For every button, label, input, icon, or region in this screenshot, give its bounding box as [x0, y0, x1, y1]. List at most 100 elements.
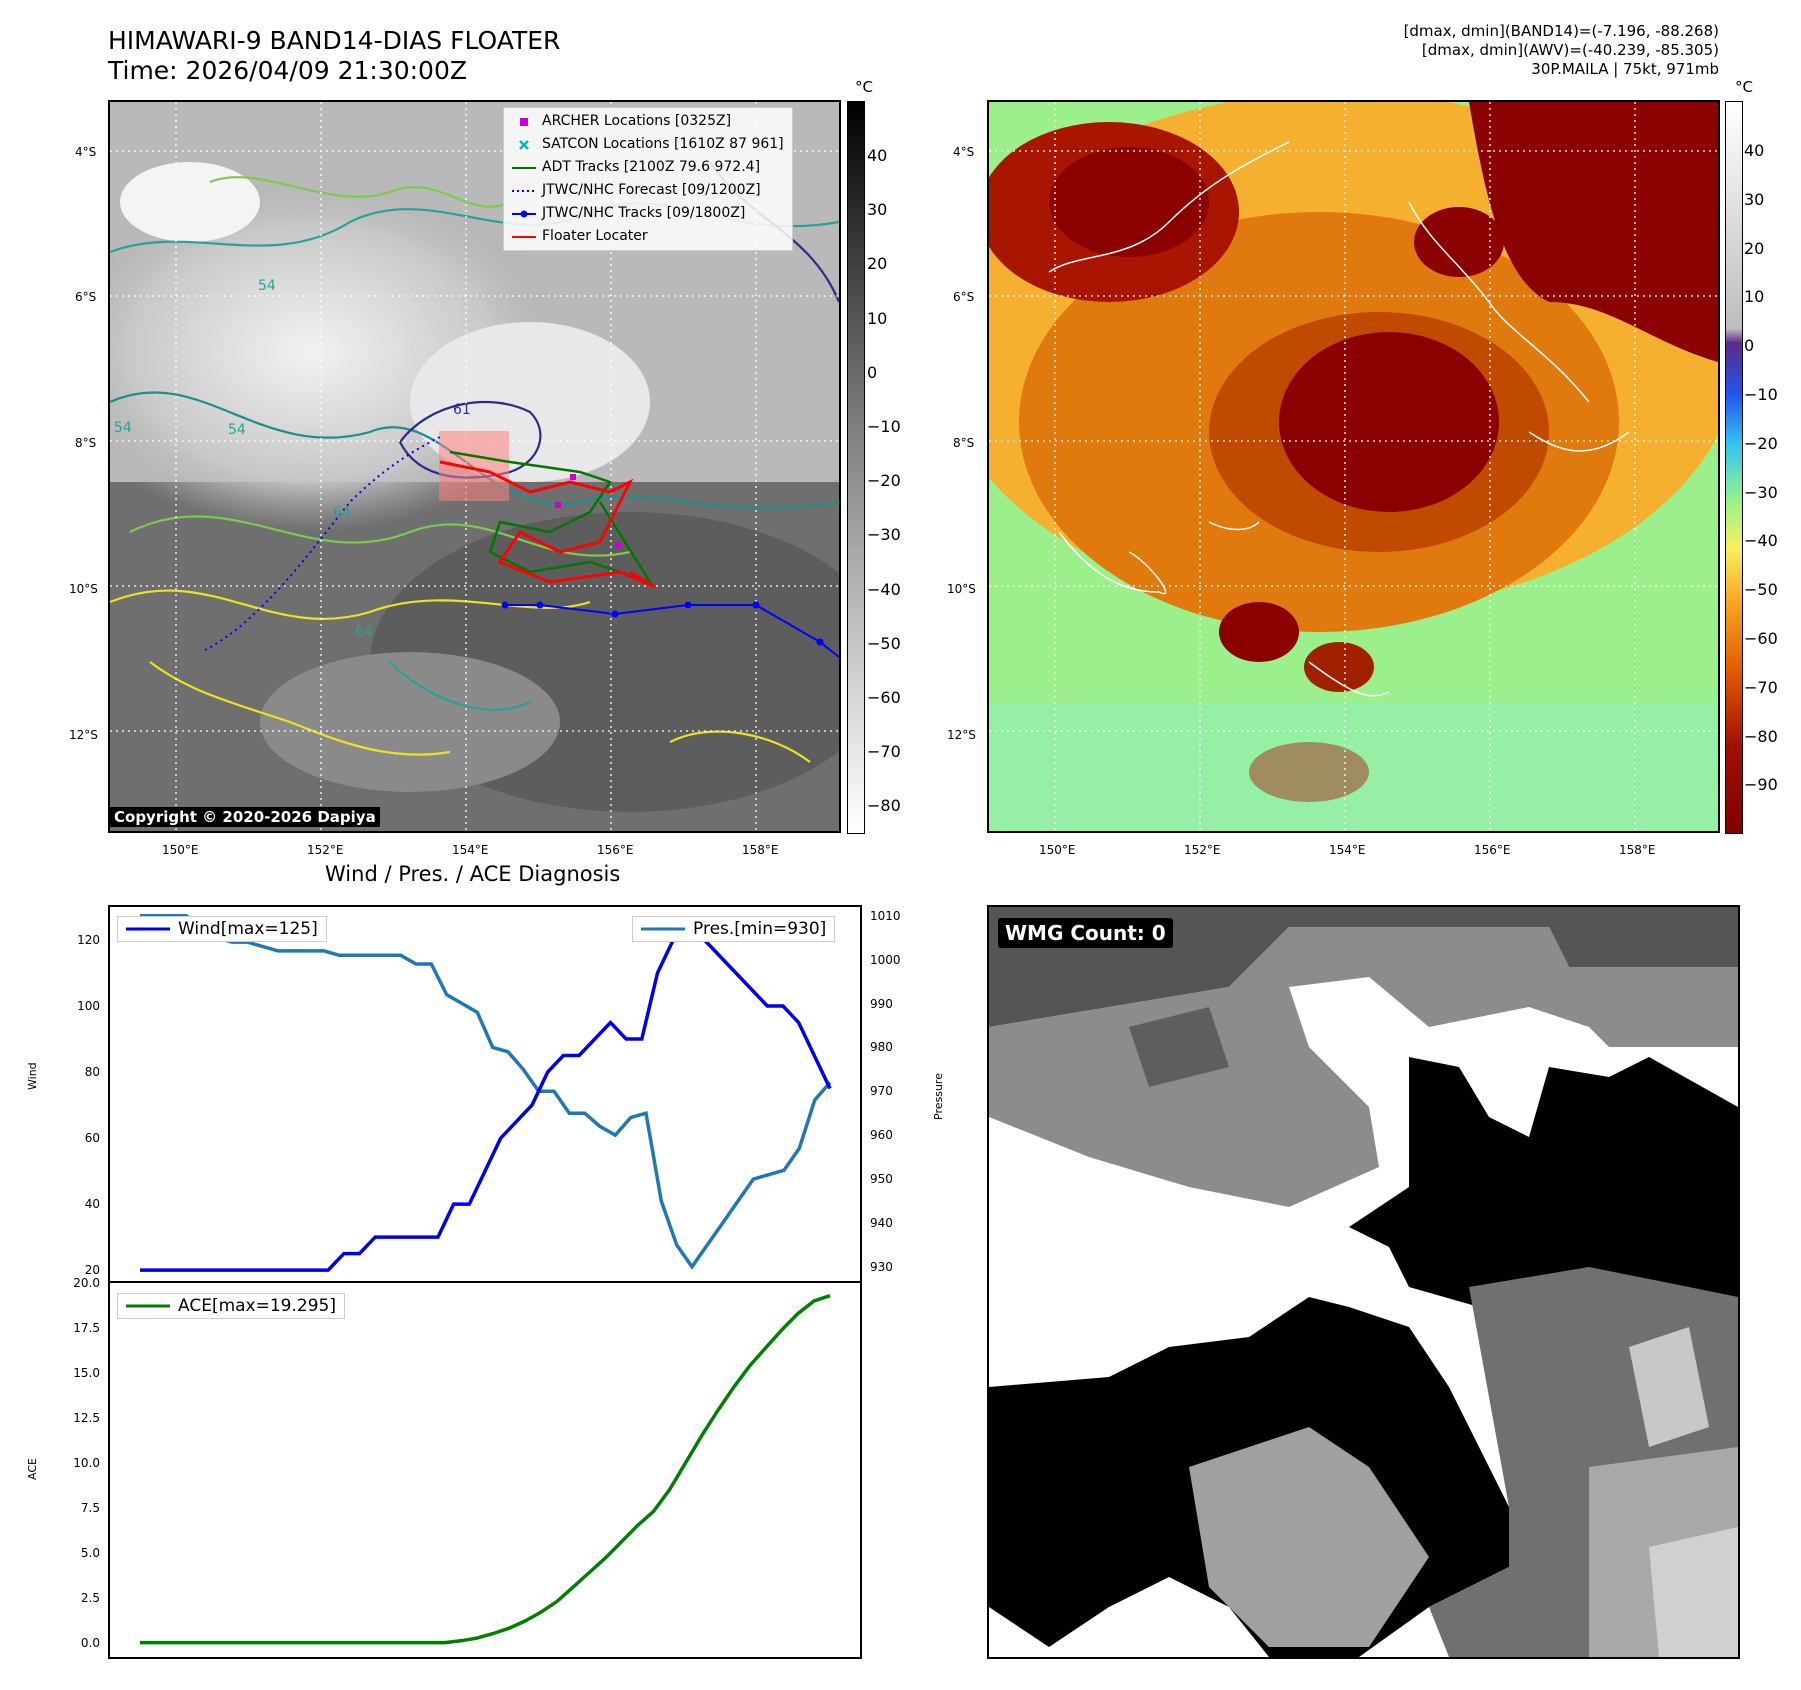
title-product: HIMAWARI-9 BAND14-DIAS FLOATER [108, 26, 561, 55]
colorbar-tick-label: 0 [867, 362, 878, 382]
lat-label: 10°S [947, 582, 976, 596]
axis-tick-label: 7.5 [80, 1500, 100, 1515]
axis-tick-label: 20.0 [73, 1276, 100, 1290]
ace-plot [140, 1294, 831, 1645]
colorbar-tick-label: −60 [1744, 629, 1778, 648]
colorbar-gray [847, 101, 865, 834]
awv-range: [dmax, dmin](AWV)=(-40.239, -85.305) [1421, 41, 1719, 59]
colorbar-tick-label: −40 [1744, 531, 1778, 551]
wmg-image [989, 907, 1738, 1657]
ir-map-panel [108, 100, 841, 833]
awv-map-image [989, 102, 1718, 831]
legend-item: Floater Locater [512, 225, 784, 248]
copyright-badge: Copyright © 2020-2026 Dapiya [110, 807, 380, 827]
pressure-axis-label: Pressure [932, 1073, 945, 1120]
colorbar-awv [1725, 101, 1743, 834]
colorbar-tick-label: −80 [1744, 726, 1778, 746]
line-icon [126, 927, 170, 931]
legend-item: ARCHER Locations [0325Z] [512, 110, 784, 133]
axis-tick-label: 0.0 [80, 1635, 100, 1650]
contour-label: 54 [258, 278, 276, 294]
colorbar-tick-label: 10 [867, 308, 888, 328]
lon-label: 154°E [452, 843, 489, 857]
axis-tick-label: 5.0 [80, 1545, 100, 1560]
axis-tick-label: 930 [870, 1259, 893, 1274]
legend-label: Floater Locater [542, 228, 648, 244]
ace-series-line [140, 1294, 831, 1645]
axis-tick-label: 12.5 [73, 1410, 100, 1425]
lon-label: 152°E [307, 843, 344, 857]
contour-label: 64 [355, 624, 373, 640]
legend-label: SATCON Locations [1610Z 87 961] [542, 136, 784, 152]
line-dot-icon [512, 210, 536, 217]
contour-label: 54 [114, 420, 132, 436]
ir-map-image [110, 102, 839, 831]
axis-tick-label: 100 [77, 999, 100, 1013]
wind-axis-label: Wind [26, 1062, 39, 1090]
lat-label: 4°S [75, 145, 97, 159]
axis-tick-label: 960 [870, 1128, 893, 1143]
storm-summary: 30P.MAILA | 75kt, 971mb [1531, 60, 1719, 78]
map-legend: ARCHER Locations [0325Z] SATCON Location… [503, 107, 793, 251]
contour-label: 64 [333, 505, 351, 521]
line-icon [512, 166, 536, 169]
lat-label: 12°S [69, 728, 98, 742]
legend-item: JTWC/NHC Tracks [09/1800Z] [512, 202, 784, 225]
colorbar-tick-label: −50 [1744, 580, 1778, 600]
legend-label: JTWC/NHC Forecast [09/1200Z] [542, 182, 761, 198]
axis-tick-label: 17.5 [73, 1321, 100, 1335]
axis-tick-label: 80 [84, 1065, 100, 1079]
wind-series-line [140, 920, 832, 1272]
axis-tick-label: 10.0 [73, 1455, 100, 1470]
contour-label: 61 [453, 402, 471, 418]
x-marker-icon [519, 139, 529, 150]
lon-label: 158°E [742, 843, 779, 857]
colorbar-tick-label: −80 [867, 796, 901, 816]
axis-tick-label: 950 [870, 1172, 893, 1187]
colorbar-tick-label: 40 [867, 146, 888, 165]
colorbar-tick-label: −30 [867, 525, 901, 545]
lon-label: 154°E [1329, 843, 1366, 857]
legend-label: JTWC/NHC Tracks [09/1800Z] [542, 205, 746, 221]
axis-tick-label: 2.5 [80, 1590, 100, 1605]
colorbar-tick-label: −90 [1744, 775, 1778, 795]
wmg-panel [987, 905, 1740, 1659]
colorbar-tick-label: −40 [867, 579, 901, 599]
colorbar-tick-label: 10 [1744, 287, 1765, 307]
line-icon [512, 235, 536, 238]
axis-tick-label: 1000 [870, 952, 901, 967]
colorbar-tick-label: −20 [867, 471, 901, 491]
legend-item: ADT Tracks [2100Z 79.6 972.4] [512, 156, 784, 179]
colorbar-tick-label: 30 [867, 200, 888, 220]
axis-tick-label: 940 [870, 1216, 893, 1230]
legend-item: JTWC/NHC Forecast [09/1200Z] [512, 179, 784, 202]
wind-legend: Wind[max=125] [117, 916, 327, 942]
line-icon [126, 1304, 170, 1308]
ace-axis-label: ACE [26, 1458, 39, 1480]
title-time: Time: 2026/04/09 21:30:00Z [108, 56, 467, 85]
lon-label: 156°E [597, 843, 634, 857]
colorbar-tick-label: 20 [867, 254, 888, 274]
diagnosis-title: Wind / Pres. / ACE Diagnosis [325, 862, 621, 886]
lat-label: 6°S [953, 290, 975, 304]
legend-label: ARCHER Locations [0325Z] [542, 113, 732, 129]
colorbar-tick-label: −50 [867, 633, 901, 653]
wind-pressure-panel [108, 905, 862, 1282]
axis-tick-label: 1010 [870, 908, 901, 923]
lat-label: 4°S [953, 145, 975, 159]
lon-label: 150°E [162, 843, 199, 857]
wmg-count-badge: WMG Count: 0 [998, 918, 1173, 948]
axis-tick-label: 970 [870, 1084, 893, 1099]
colorbar-tick-label: −60 [867, 688, 901, 707]
colorbar-tick-label: 30 [1744, 189, 1765, 209]
axis-tick-label: 40 [84, 1197, 100, 1212]
forecast-track [204, 436, 441, 651]
lat-label: 8°S [953, 436, 975, 450]
lat-label: 6°S [75, 290, 97, 304]
axis-tick-label: 60 [84, 1131, 100, 1146]
storm-info: [dmax, dmin](BAND14)=(-7.196, -88.268) [… [1404, 22, 1719, 79]
colorbar-tick-label: −10 [1744, 385, 1778, 404]
pressure-legend-label: Pres.[min=930] [693, 919, 827, 939]
colorbar-unit: °C [855, 78, 873, 96]
ace-legend: ACE[max=19.295] [117, 1293, 345, 1319]
